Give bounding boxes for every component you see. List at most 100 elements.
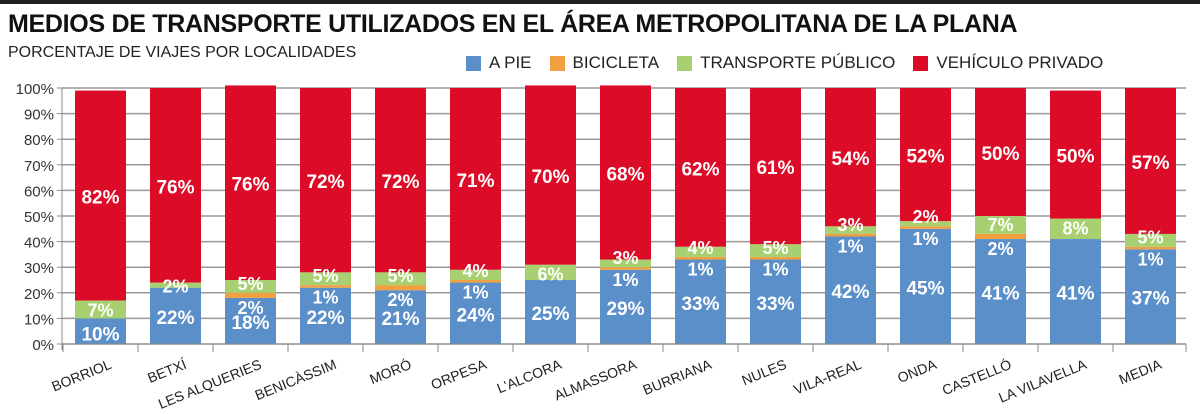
x-tick-label: BENICÀSSIM [253,356,339,403]
x-tick-label: BURRIANA [641,356,715,398]
data-label: 76% [231,175,269,196]
bar-segment [825,233,876,237]
data-label: 4% [687,238,713,258]
data-label: 1% [837,236,863,256]
bar-segment [900,228,951,344]
data-label: 61% [756,158,794,179]
data-label: 21% [381,309,419,330]
bar-segment [450,269,501,280]
bar-segment [600,85,651,260]
data-label: 54% [831,149,869,170]
bar-segment [600,259,651,268]
data-label: 1% [912,229,938,249]
bar-segment [225,280,276,293]
data-label: 6% [537,265,563,285]
plot-area: 0% 10% 20% 30% 40% 50% 60% 70% 80% 90% 100% 10% 7% 82… [16,81,1187,412]
data-label: 2% [987,239,1013,259]
bar-segment [75,318,126,344]
chart-title: MEDIOS DE TRANSPORTE UTILIZADOS EN EL ÁR… [8,10,1018,38]
data-label: 76% [156,177,194,198]
bar-segment [525,264,576,280]
legend-item: A PIE [466,53,532,73]
bar-segment [1050,218,1101,240]
bar-segment [825,236,876,344]
bar-segment [1050,90,1101,219]
bar-segment [450,282,501,344]
bar-segment [675,88,726,247]
data-label: 4% [462,261,488,281]
data-label: 1% [612,270,638,290]
data-label: 82% [81,188,119,209]
bar-segment [750,256,801,260]
legend-swatch [677,55,693,71]
data-label: 8% [1062,219,1088,239]
bar-segment [1125,246,1176,250]
bar-segment [900,226,951,229]
data-label: 50% [1056,147,1094,168]
bar-segment [1050,239,1101,344]
data-label: 18% [231,313,269,334]
bar-segment [150,287,201,344]
data-label: 5% [387,266,413,286]
data-label: 2% [387,290,413,310]
y-tick-label: 10% [24,311,54,328]
bar-segment [750,88,801,245]
bar-segment [675,259,726,344]
bar-segment [675,256,726,260]
data-label: 68% [606,164,644,185]
y-tick-label: 80% [24,132,54,149]
legend: A PIE BICICLETA TRANSPORTE PÚBLICO VEHÍC… [466,53,1103,73]
bar-segment [225,85,276,280]
y-tick-label: 70% [24,158,54,175]
bar-segment [375,272,426,286]
data-label: 33% [681,294,719,315]
x-tick-label: BETXÍ [145,356,189,386]
data-label: 5% [237,274,263,294]
data-label: 52% [906,147,944,168]
bar-segment [150,88,201,283]
data-label: 72% [381,172,419,193]
data-label: 2% [237,298,263,318]
x-tick-label: ONDA [895,356,939,386]
legend-label: TRANSPORTE PÚBLICO [700,53,896,72]
data-label: 1% [687,260,713,280]
data-label: 22% [306,308,344,329]
bar-segment [1125,88,1176,234]
legend-item: TRANSPORTE PÚBLICO [677,53,895,73]
data-label: 5% [312,266,338,286]
bar-segment [600,269,651,344]
data-label: 29% [606,299,644,320]
bar-segment [600,267,651,270]
bar-segment [225,292,276,298]
data-label: 25% [531,304,569,325]
legend-label: VEHÍCULO PRIVADO [936,53,1104,72]
data-label: 5% [762,238,788,258]
data-label: 7% [987,215,1013,235]
data-label: 71% [456,171,494,192]
data-label: 3% [612,248,638,268]
data-label: 33% [756,294,794,315]
bar-segment [375,290,426,344]
bar-segment [300,285,351,288]
bar-segment [450,280,501,283]
y-tick-label: 30% [24,260,54,277]
bar-segment [975,239,1026,344]
bar-segment [225,297,276,344]
data-label: 22% [156,308,194,329]
bar-segment [300,88,351,273]
bar-segment [375,285,426,291]
data-label: 5% [1137,228,1163,248]
bar-segment [300,287,351,344]
data-label: 72% [306,172,344,193]
y-tick-label: 20% [24,286,54,303]
bar-segment [975,233,1026,240]
y-tick-label: 100% [16,81,54,98]
bar-segment [825,226,876,234]
legend-item: VEHÍCULO PRIVADO [913,53,1103,73]
bar-segment [75,90,126,301]
data-label: 42% [831,282,869,303]
legend-swatch [549,55,565,71]
bar-segment [450,88,501,270]
data-label: 10% [81,324,119,345]
